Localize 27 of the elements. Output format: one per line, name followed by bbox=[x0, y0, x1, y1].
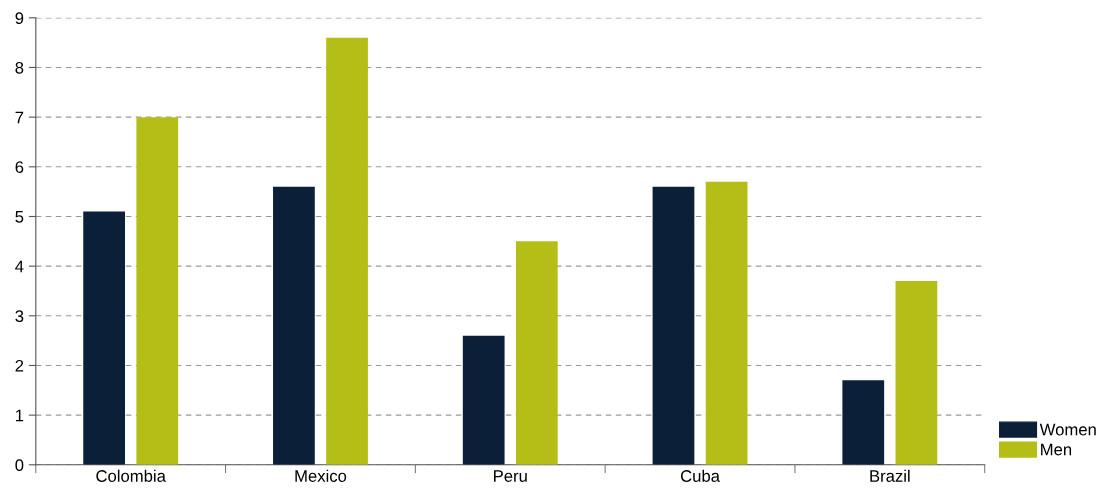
bar bbox=[895, 281, 938, 465]
x-tick-label: Brazil bbox=[870, 469, 910, 482]
bar bbox=[705, 181, 748, 465]
legend-label: Women bbox=[1039, 423, 1096, 436]
x-tick-label: Colombia bbox=[96, 469, 166, 482]
bar bbox=[273, 186, 315, 465]
x-tick-label: Mexico bbox=[295, 469, 347, 482]
legend-label: Men bbox=[1041, 443, 1072, 456]
bar bbox=[462, 335, 505, 465]
y-tick-label: 1 bbox=[16, 409, 24, 422]
bar bbox=[842, 380, 885, 465]
bar bbox=[136, 117, 179, 465]
bar bbox=[515, 241, 558, 465]
y-tick-label: 7 bbox=[15, 111, 24, 124]
bar bbox=[652, 186, 695, 465]
y-tick-label: 2 bbox=[15, 359, 24, 372]
y-tick-label: 8 bbox=[15, 61, 24, 74]
y-tick-label: 0 bbox=[15, 459, 24, 472]
y-tick-label: 9 bbox=[15, 12, 24, 25]
y-tick-label: 6 bbox=[15, 161, 24, 174]
bar bbox=[326, 37, 368, 465]
bar bbox=[83, 211, 126, 465]
x-tick-label: Peru bbox=[494, 470, 527, 482]
y-tick-label: 4 bbox=[15, 260, 24, 273]
y-tick-label: 3 bbox=[15, 310, 24, 323]
x-tick-label: Cuba bbox=[680, 469, 720, 482]
y-tick-label: 5 bbox=[15, 211, 24, 223]
